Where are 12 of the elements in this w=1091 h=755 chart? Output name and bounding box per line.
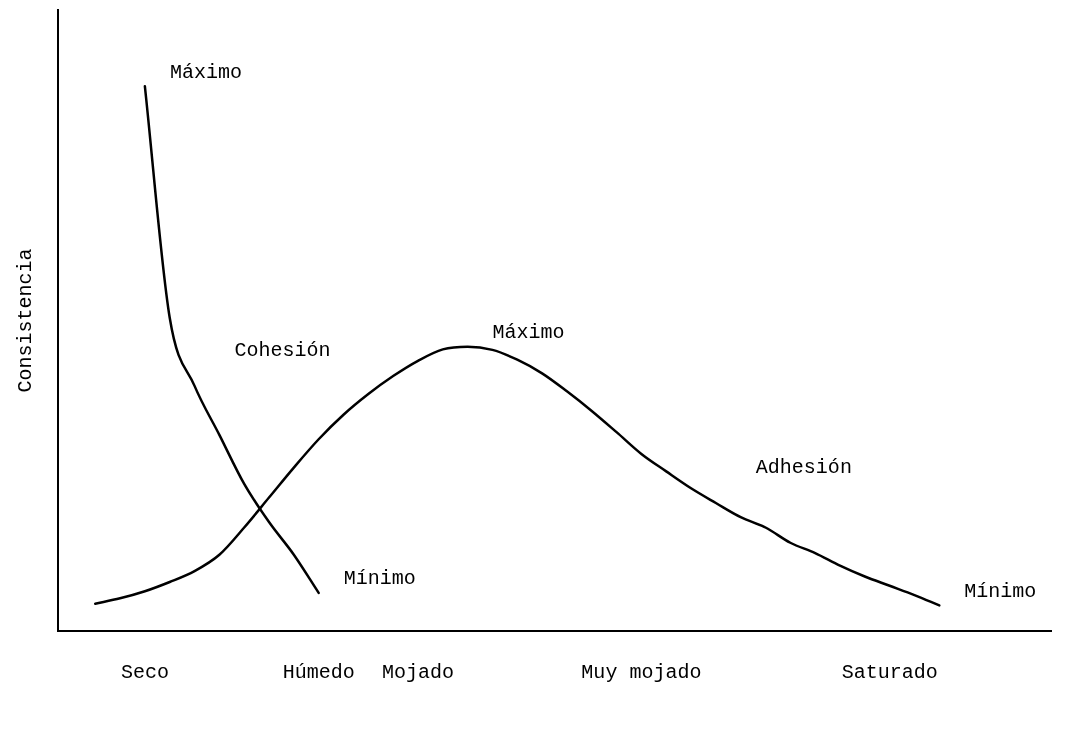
x-tick-label: Húmedo (282, 661, 355, 685)
x-tick-label: Saturado (841, 661, 938, 685)
text: Adhesión (755, 456, 852, 480)
text: Máximo (169, 60, 242, 84)
annotation: Máximo (492, 320, 565, 344)
y-axis-title: Consistencia (14, 248, 38, 393)
x-tick-label: Seco (120, 661, 169, 685)
text: Cohesión (234, 339, 331, 363)
annotation: Mínimo (964, 579, 1037, 603)
annotation: Mínimo (343, 567, 416, 591)
x-tick-label: Muy mojado (581, 661, 702, 685)
x-tick-label: Mojado (381, 661, 454, 685)
